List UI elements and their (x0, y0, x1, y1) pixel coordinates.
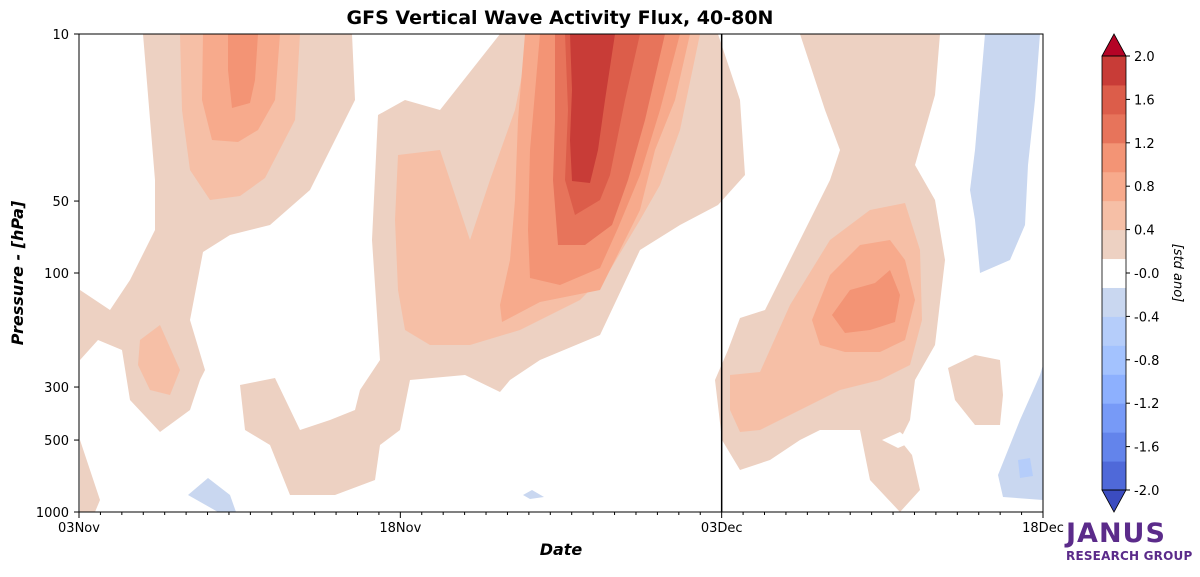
colorbar-band (1102, 171, 1126, 202)
x-tick-label: 03Dec (701, 521, 743, 536)
chart-title: GFS Vertical Wave Activity Flux, 40-80N (347, 7, 774, 29)
x-axis: 03Nov 18Nov 03Dec 18Dec (58, 512, 1064, 536)
colorbar-band (1102, 461, 1126, 491)
y-tick-label: 300 (44, 381, 69, 396)
colorbar-extend-min (1101, 489, 1127, 513)
colorbar-tick-label: -1.2 (1134, 397, 1159, 412)
colorbar-band (1102, 229, 1126, 260)
contour-level-neg-0.4 (1018, 458, 1033, 478)
contour-level-neg-0.2 (970, 34, 1040, 273)
contour-level-0.2 (80, 440, 100, 512)
contour-level-0.8 (228, 34, 258, 108)
colorbar-band (1102, 200, 1126, 231)
x-tick-label: 18Nov (379, 521, 421, 536)
janus-logo-subtitle: RESEARCH GROUP (1066, 549, 1193, 563)
x-tick-label: 18Dec (1022, 521, 1064, 536)
colorbar-tick-label: 2.0 (1134, 50, 1155, 65)
colorbar-band (1102, 84, 1126, 115)
colorbar-band (1102, 287, 1126, 317)
colorbar-band (1102, 374, 1126, 404)
colorbar-band (1102, 142, 1126, 173)
x-axis-label: Date (540, 540, 583, 559)
contour-level-neg-0.2 (523, 490, 544, 499)
colorbar-tick-label: -0.8 (1134, 354, 1159, 369)
colorbar-band (1102, 316, 1126, 346)
colorbar-band (1102, 432, 1126, 462)
contour-level-0.4 (138, 325, 180, 395)
colorbar-tick-label: -0.4 (1134, 310, 1159, 325)
contour-level-0.2 (948, 355, 1003, 425)
y-axis: 10 50 100 300 500 1000 (36, 28, 79, 521)
colorbar-tick-label: 1.6 (1134, 93, 1155, 108)
colorbar-label: [std ano] (1170, 244, 1185, 303)
colorbar-tick-label: 0.4 (1134, 224, 1155, 239)
y-tick-label: 10 (52, 28, 69, 43)
contour-level-neg-0.2 (188, 478, 236, 512)
colorbar-tick-label: 0.8 (1134, 180, 1155, 195)
colorbar-band (1102, 345, 1126, 375)
colorbar-tick-label: -1.6 (1134, 441, 1159, 456)
colorbar-band (1102, 113, 1126, 144)
colorbar-band (1102, 56, 1126, 86)
colorbar-band (1102, 403, 1126, 433)
colorbar-tick-label: -0.0 (1134, 267, 1159, 282)
contour-level-1.4 (570, 34, 615, 183)
contour-level-0.8 (832, 270, 900, 333)
y-tick-label: 500 (44, 434, 69, 449)
contour-field (80, 34, 1043, 512)
y-tick-label: 50 (52, 195, 69, 210)
x-tick-label: 03Nov (58, 521, 100, 536)
colorbar-band (1102, 258, 1126, 288)
y-axis-label: Pressure - [hPa] (8, 200, 27, 345)
colorbar-tick-label: 1.2 (1134, 137, 1155, 152)
colorbar-extend-max (1101, 33, 1127, 57)
y-tick-label: 1000 (36, 506, 69, 521)
contour-level-0.2 (882, 432, 912, 448)
y-tick-label: 100 (44, 267, 69, 282)
contour-level-neg-0.2 (998, 365, 1043, 500)
colorbar-tick-label: -2.0 (1134, 484, 1159, 499)
colorbar: 2.0 1.6 1.2 0.8 0.4 -0.0 -0.4 -0.8 -1.2 -1.6 -2.0 (1101, 33, 1159, 513)
janus-logo: JANUS (1066, 518, 1166, 549)
